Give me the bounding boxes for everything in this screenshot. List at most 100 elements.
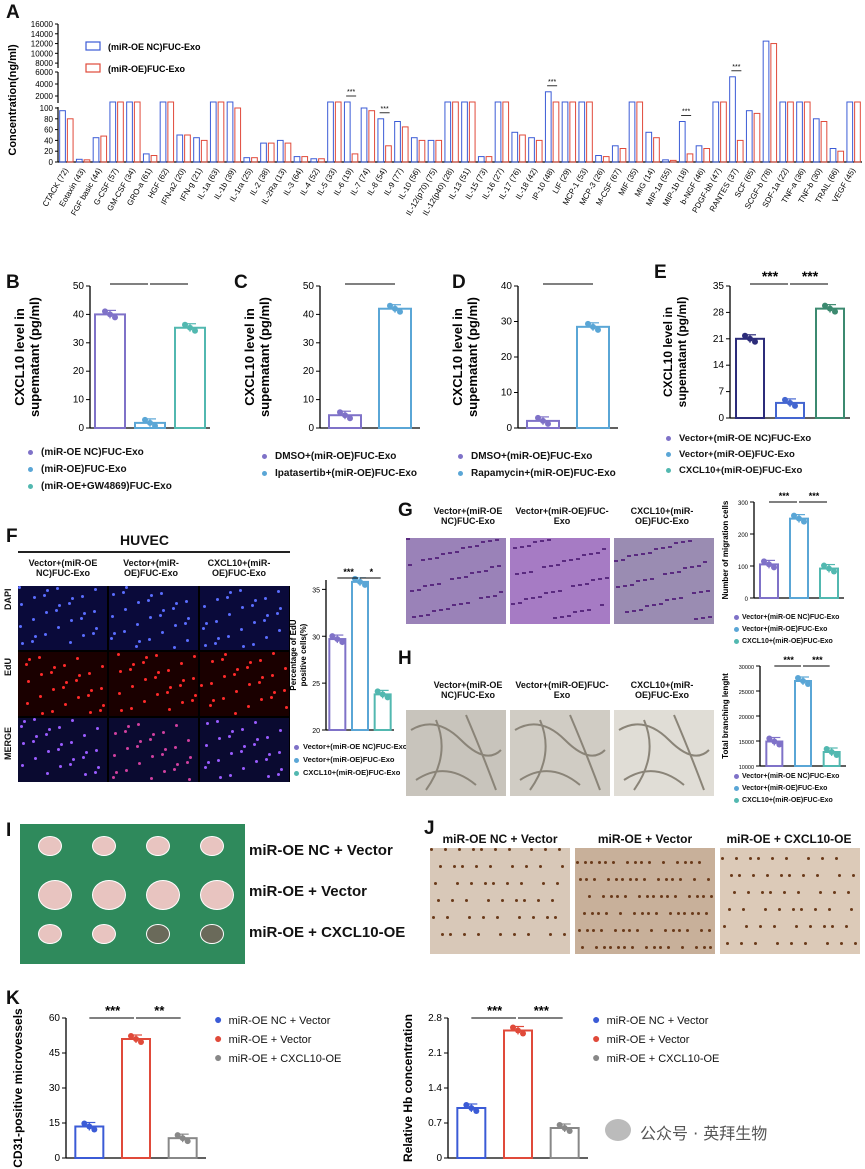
bar-a-oe bbox=[854, 101, 861, 163]
panel-k-legend-left-1: ● miR-OE NC + Vector bbox=[214, 1011, 331, 1027]
bar-a-oe bbox=[418, 139, 426, 163]
bar-a-nc bbox=[762, 40, 770, 163]
tick-label-y: 45 bbox=[49, 1048, 61, 1059]
bar-a-oe bbox=[217, 101, 225, 163]
bar-a-oe bbox=[535, 139, 543, 163]
sig-stars: *** bbox=[812, 655, 823, 665]
panel-b-legend-3: (miR-OE+GW4869)FUC-Exo bbox=[28, 481, 172, 492]
data-point bbox=[823, 746, 830, 752]
bar bbox=[794, 680, 812, 767]
data-point bbox=[771, 738, 778, 745]
tick-label-y: 14 bbox=[713, 360, 725, 371]
axis-ylabel-1: CXCL10 level in bbox=[12, 308, 27, 406]
panel-h-chart: 10000 15000 20000 25000 30000 Total branching… bbox=[721, 655, 846, 771]
bar-a-oe bbox=[837, 150, 845, 163]
tick-label-y: 0.7 bbox=[428, 1118, 442, 1129]
data-point bbox=[832, 308, 838, 315]
bar-a-oe bbox=[787, 101, 794, 163]
tumor bbox=[200, 880, 234, 910]
tick-label-y: 35 bbox=[713, 281, 725, 292]
data-point bbox=[747, 335, 753, 342]
data-point bbox=[792, 402, 798, 409]
panel-f-col-2: Vector+(miR-OE)FUC-Exo bbox=[123, 558, 179, 578]
data-point bbox=[374, 688, 381, 695]
bar-a-nc bbox=[310, 158, 318, 163]
bar-a-nc bbox=[176, 134, 184, 163]
data-point bbox=[590, 323, 596, 330]
sig-a-star: *** bbox=[381, 106, 389, 113]
panel-f-row-merge: MERGE bbox=[3, 726, 13, 760]
tick-label-y: 25000 bbox=[739, 690, 754, 696]
panel-i-label: I bbox=[6, 820, 12, 841]
tick-label-y: 10 bbox=[501, 388, 513, 399]
sig-stars: *** bbox=[534, 1003, 550, 1018]
bar-a-oe bbox=[234, 107, 242, 163]
micrograph-j bbox=[430, 848, 570, 954]
bar-a-nc bbox=[427, 139, 435, 163]
data-point bbox=[510, 1024, 516, 1031]
micrograph-f bbox=[18, 586, 107, 650]
data-point bbox=[142, 416, 148, 423]
axis-ylabel-1: CXCL10 level in bbox=[242, 308, 257, 406]
axis-ylabel-1: CXCL10 level in bbox=[661, 307, 675, 397]
tick-label-a: 0 bbox=[49, 158, 54, 167]
tumor bbox=[38, 880, 72, 910]
bar-a-nc bbox=[812, 118, 820, 163]
tick-label-y: 50 bbox=[303, 281, 315, 292]
micrograph-f bbox=[18, 718, 107, 782]
tick-label-y: 60 bbox=[49, 1013, 61, 1024]
bar bbox=[815, 307, 845, 419]
sig-a-star: *** bbox=[682, 109, 690, 116]
data-point bbox=[147, 419, 153, 426]
bar-a-oe bbox=[200, 139, 208, 163]
data-point bbox=[776, 741, 783, 748]
data-point bbox=[387, 302, 393, 309]
bar-a-oe bbox=[150, 155, 158, 163]
tick-label-y: 1.4 bbox=[428, 1083, 442, 1094]
bar-a-nc bbox=[846, 101, 854, 163]
tick-label-a: 20 bbox=[44, 147, 53, 156]
panel-f-legend-1: Vector+(miR-OE NC)FUC-Exo bbox=[294, 742, 407, 751]
panel-h-legend-2: Vector+(miR-OE)FUC-Exo bbox=[734, 785, 827, 792]
data-point bbox=[347, 415, 353, 422]
panel-f-col-3: CXCL10+(miR-OE)FUC-Exo bbox=[207, 558, 271, 578]
bar-a-oe bbox=[334, 101, 342, 163]
panel-e-legend-1: Vector+(miR-OE NC)FUC-Exo bbox=[666, 433, 811, 444]
panel-b-legend-1: (miR-OE NC)FUC-Exo bbox=[28, 447, 144, 458]
bar-a-nc bbox=[678, 121, 686, 163]
data-point bbox=[91, 1126, 98, 1133]
data-point bbox=[805, 681, 811, 687]
panel-c-legend-2: Ipatasertib+(miR-OE)FUC-Exo bbox=[262, 468, 417, 479]
panel-b-label: B bbox=[6, 272, 20, 293]
bar-a-nc bbox=[745, 110, 753, 163]
tick-label-y: 15000 bbox=[739, 740, 754, 746]
tick-label-y: 0 bbox=[436, 1153, 442, 1164]
panel-f-micrographs bbox=[18, 586, 290, 782]
data-point bbox=[112, 314, 118, 321]
tick-label-y: 50 bbox=[73, 281, 85, 292]
bar-a-oe bbox=[569, 101, 577, 163]
tick-label-a: 4000 bbox=[35, 80, 53, 89]
data-point bbox=[821, 562, 827, 569]
data-point bbox=[535, 414, 541, 421]
data-point bbox=[761, 558, 767, 565]
axis-ylabel: Relative Hb concentration bbox=[401, 1014, 415, 1162]
data-point bbox=[184, 1138, 191, 1145]
bar-a-nc bbox=[729, 76, 736, 163]
sig-stars: *** bbox=[779, 491, 790, 501]
bar-a-oe bbox=[636, 101, 644, 163]
tick-label-a: 60 bbox=[44, 126, 53, 135]
tick-label-y: 20 bbox=[303, 366, 315, 377]
data-point bbox=[782, 396, 788, 403]
tumor bbox=[38, 836, 62, 856]
panel-g-col-3: CXCL10+(miR-OE)FUC-Exo bbox=[630, 506, 694, 526]
tumor bbox=[146, 880, 180, 910]
panel-g-label: G bbox=[398, 500, 413, 521]
bar bbox=[503, 1029, 533, 1159]
data-point bbox=[566, 1128, 573, 1134]
bar bbox=[351, 580, 369, 731]
micrograph-f bbox=[200, 718, 289, 782]
panel-c-chart: 0 10 20 30 40 50 CXCL10 level in supematant (pg… bbox=[242, 278, 420, 434]
bar-a-oe bbox=[368, 110, 376, 163]
